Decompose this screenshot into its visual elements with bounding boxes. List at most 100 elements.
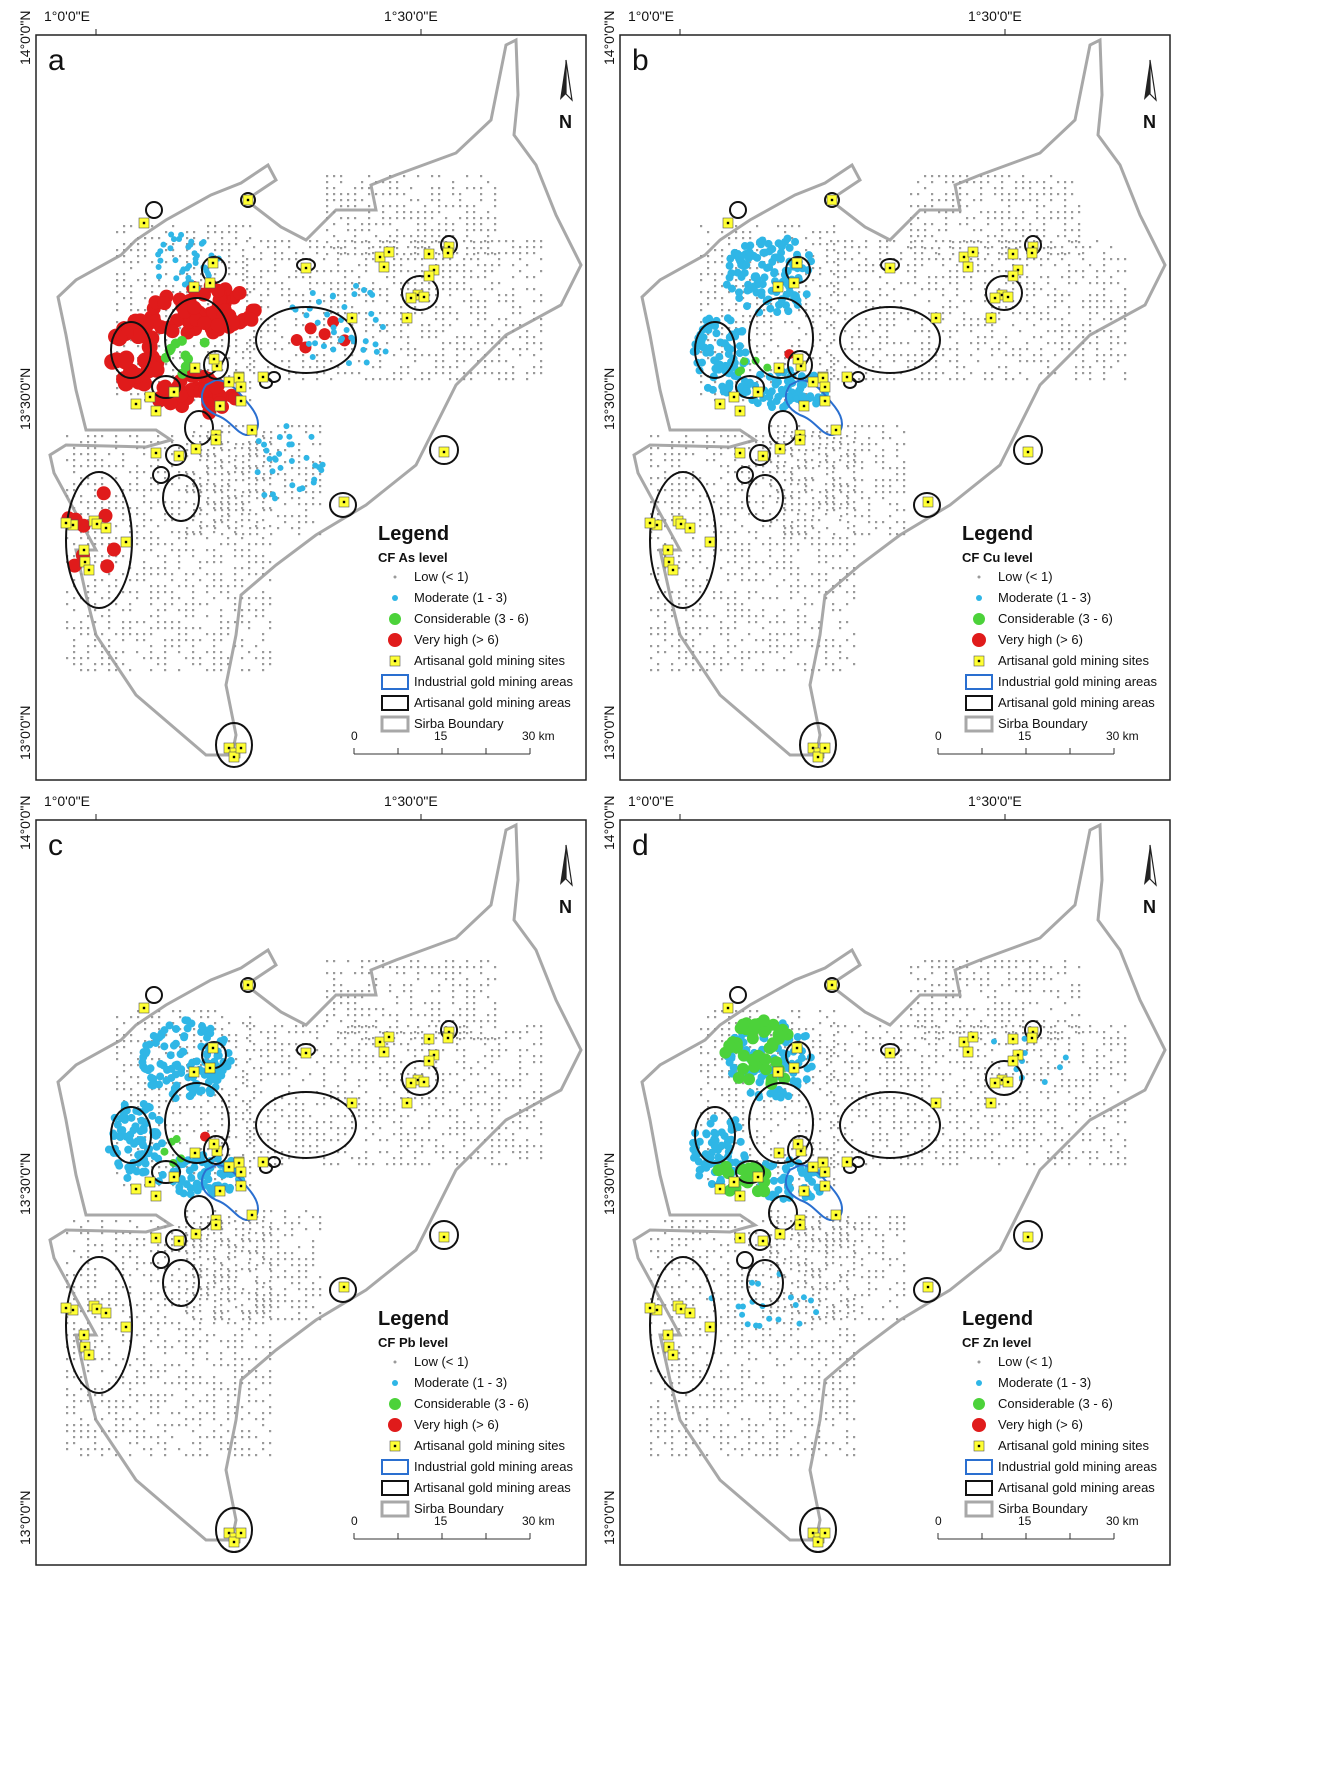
legend: Legend CF Zn level Low (< 1) Moderate (1 - …: [962, 1308, 1157, 1518]
map-panel-d: d N Legend CF Zn level Low (< 1) Moderate (1 …: [619, 819, 1171, 1566]
scale-bar: 0 15 30 km: [351, 1514, 555, 1540]
sirba-boundary: [632, 822, 1167, 1542]
legend-label-moderate: Moderate (1 - 3): [998, 1375, 1091, 1390]
legend-label-artisanal_areas: Artisanal gold mining areas: [414, 695, 571, 710]
sirba-boundary: [48, 37, 583, 757]
map-panel-b: b N Legend CF Cu level Low (< 1) Moderate (1 …: [619, 34, 1171, 781]
lon-label-left: 1°0'0"E: [628, 8, 674, 24]
legend-swatch-considerable: [973, 1398, 985, 1410]
legend-swatch-moderate: [392, 1380, 398, 1386]
legend-label-very_high: Very high (> 6): [414, 632, 499, 647]
artisanal-areas: [649, 192, 1043, 768]
map-panel-c: c N Legend CF Pb level Low (< 1) Moderate (1 …: [35, 819, 587, 1566]
scale-bar: 0 15 30 km: [351, 729, 555, 755]
legend-swatch-moderate: [392, 595, 398, 601]
legend-label-low: Low (< 1): [414, 569, 469, 584]
artisanal-sites: [60, 979, 455, 1548]
legend-subtitle: CF Pb level: [378, 1335, 448, 1350]
lat-label: 13°0'0"N: [601, 706, 617, 761]
scale-bar: 0 15 30 km: [935, 1514, 1139, 1540]
artisanal-sites: [644, 194, 1039, 763]
legend-label-industrial_areas: Industrial gold mining areas: [414, 674, 573, 689]
legend-label-artisanal_areas: Artisanal gold mining areas: [998, 1480, 1155, 1495]
lat-label: 13°0'0"N: [17, 1491, 33, 1546]
legend: Legend CF Cu level Low (< 1) Moderate (1 - …: [962, 523, 1157, 733]
legend-swatch-considerable: [389, 613, 401, 625]
legend-label-boundary: Sirba Boundary: [998, 1501, 1088, 1516]
legend-label-considerable: Considerable (3 - 6): [998, 611, 1113, 626]
legend-label-low: Low (< 1): [998, 569, 1053, 584]
lat-label: 14°0'0"N: [601, 796, 617, 851]
legend-label-moderate: Moderate (1 - 3): [414, 590, 507, 605]
scale-end: 30 km: [1106, 1514, 1139, 1528]
north-arrow-icon: N: [559, 844, 573, 917]
legend-swatch-moderate: [976, 595, 982, 601]
legend-swatch-low: [393, 575, 397, 579]
legend-swatch-low: [393, 1360, 397, 1364]
lat-label: 14°0'0"N: [17, 796, 33, 851]
legend: Legend CF Pb level Low (< 1) Moderate (1 - …: [378, 1308, 573, 1518]
legend-swatch-very_high: [388, 1418, 402, 1432]
legend-label-industrial_areas: Industrial gold mining areas: [414, 1459, 573, 1474]
lon-label-right: 1°30'0"E: [384, 793, 438, 809]
north-label: N: [559, 897, 572, 917]
lat-label: 13°0'0"N: [601, 1491, 617, 1546]
lat-label: 14°0'0"N: [601, 11, 617, 66]
low-points: [650, 960, 1127, 1457]
north-arrow-icon: N: [1143, 844, 1157, 917]
legend-label-artisanal_sites: Artisanal gold mining sites: [998, 1438, 1150, 1453]
legend-swatch-artisanal_areas: [965, 1480, 993, 1496]
legend-subtitle: CF As level: [378, 550, 448, 565]
panel-letter: b: [632, 44, 649, 77]
lon-label-left: 1°0'0"E: [44, 793, 90, 809]
legend-label-considerable: Considerable (3 - 6): [998, 1396, 1113, 1411]
panel-letter: c: [48, 829, 63, 862]
legend-title: Legend: [962, 523, 1033, 545]
legend-label-low: Low (< 1): [998, 1354, 1053, 1369]
legend-label-artisanal_sites: Artisanal gold mining sites: [414, 1438, 566, 1453]
legend-subtitle: CF Zn level: [962, 1335, 1031, 1350]
legend-swatch-boundary: [380, 715, 410, 733]
legend-label-moderate: Moderate (1 - 3): [414, 1375, 507, 1390]
legend-swatch-very_high: [388, 633, 402, 647]
legend: Legend CF As level Low (< 1) Moderate (1 - …: [378, 523, 573, 733]
legend-swatch-very_high: [972, 1418, 986, 1432]
scale-end: 30 km: [522, 729, 555, 743]
lat-label: 13°30'0"N: [17, 1153, 33, 1215]
lon-label-right: 1°30'0"E: [384, 8, 438, 24]
scale-end: 30 km: [1106, 729, 1139, 743]
legend-swatch-boundary: [964, 715, 994, 733]
legend-swatch-industrial_areas: [965, 1459, 993, 1475]
north-label: N: [559, 112, 572, 132]
lon-label-right: 1°30'0"E: [968, 8, 1022, 24]
cf-points: [689, 234, 830, 412]
low-points: [650, 175, 1127, 672]
lat-label: 14°0'0"N: [17, 11, 33, 66]
legend-label-industrial_areas: Industrial gold mining areas: [998, 674, 1157, 689]
legend-swatch-low: [977, 1360, 981, 1364]
legend-swatch-industrial_areas: [381, 1459, 409, 1475]
scale-zero: 0: [351, 1514, 358, 1528]
legend-label-considerable: Considerable (3 - 6): [414, 611, 529, 626]
legend-label-artisanal_areas: Artisanal gold mining areas: [414, 1480, 571, 1495]
legend-swatch-low: [977, 575, 981, 579]
legend-title: Legend: [378, 1308, 449, 1330]
legend-label-very_high: Very high (> 6): [998, 1417, 1083, 1432]
scale-end: 30 km: [522, 1514, 555, 1528]
legend-label-very_high: Very high (> 6): [414, 1417, 499, 1432]
scale-mid: 15: [1018, 1514, 1032, 1528]
legend-swatch-boundary: [380, 1500, 410, 1518]
legend-swatch-considerable: [389, 1398, 401, 1410]
map-panel-a: a N Legend CF As level Low (< 1) Moderate (1 …: [35, 34, 587, 781]
legend-label-boundary: Sirba Boundary: [998, 716, 1088, 731]
legend-swatch-artisanal_areas: [381, 1480, 409, 1496]
scale-mid: 15: [434, 729, 448, 743]
legend-swatch-artisanal_areas: [965, 695, 993, 711]
legend-swatch-industrial_areas: [965, 674, 993, 690]
panel-letter: d: [632, 829, 649, 862]
legend-label-artisanal_sites: Artisanal gold mining sites: [998, 653, 1150, 668]
lat-label: 13°30'0"N: [601, 1153, 617, 1215]
legend-swatch-considerable: [973, 613, 985, 625]
legend-label-moderate: Moderate (1 - 3): [998, 590, 1091, 605]
